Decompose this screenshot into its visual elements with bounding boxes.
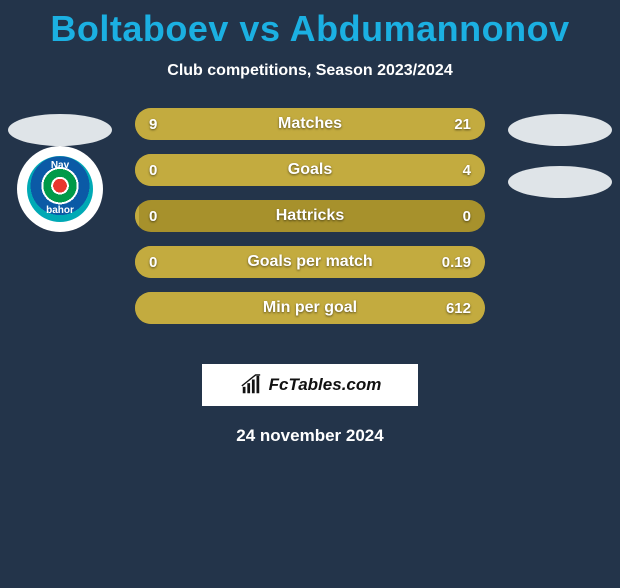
stat-bar-fill-right — [135, 246, 485, 278]
stat-bar-label: Hattricks — [135, 200, 485, 232]
stat-bar: Matches921 — [135, 108, 485, 140]
stat-bars: Matches921 Goals04 Hattricks0 0 Goals per ma… — [135, 108, 485, 324]
stat-bar-fill-left — [135, 108, 240, 140]
club-logo-text-bottom: bahor — [27, 205, 93, 216]
brand-chart-icon — [239, 374, 263, 396]
stat-bar: Hattricks0 0 — [135, 200, 485, 232]
stat-bar-fill-right — [135, 292, 485, 324]
page-subtitle: Club competitions, Season 2023/2024 — [0, 62, 620, 80]
player-left-avatar-placeholder — [8, 114, 112, 146]
stat-bar-fill-left — [135, 200, 139, 232]
player-right-column — [500, 108, 620, 346]
stat-bar: Min per goal612 — [135, 292, 485, 324]
stat-bar-fill-right — [240, 108, 485, 140]
brand-text: FcTables.com — [269, 375, 382, 395]
stat-bar: Goals per match00.19 — [135, 246, 485, 278]
club-logo-left: Nav bahor — [17, 146, 103, 232]
club-logo-right-placeholder — [508, 166, 612, 198]
stat-bar: Goals04 — [135, 154, 485, 186]
page-title: Boltaboev vs Abdumannonov — [0, 8, 620, 50]
player-right-avatar-placeholder — [508, 114, 612, 146]
stat-value-left: 0 — [149, 200, 157, 232]
stat-bar-fill-right — [135, 154, 485, 186]
date-text: 24 november 2024 — [0, 426, 620, 446]
club-logo-text-top: Nav — [27, 160, 93, 171]
brand-box: FcTables.com — [202, 364, 418, 406]
comparison-area: Nav bahor Matches921 Goals04 Hattricks0 0 Go… — [0, 108, 620, 346]
player-left-column: Nav bahor — [0, 108, 120, 346]
club-logo-graphic: Nav bahor — [27, 156, 93, 222]
stat-value-right: 0 — [463, 200, 471, 232]
